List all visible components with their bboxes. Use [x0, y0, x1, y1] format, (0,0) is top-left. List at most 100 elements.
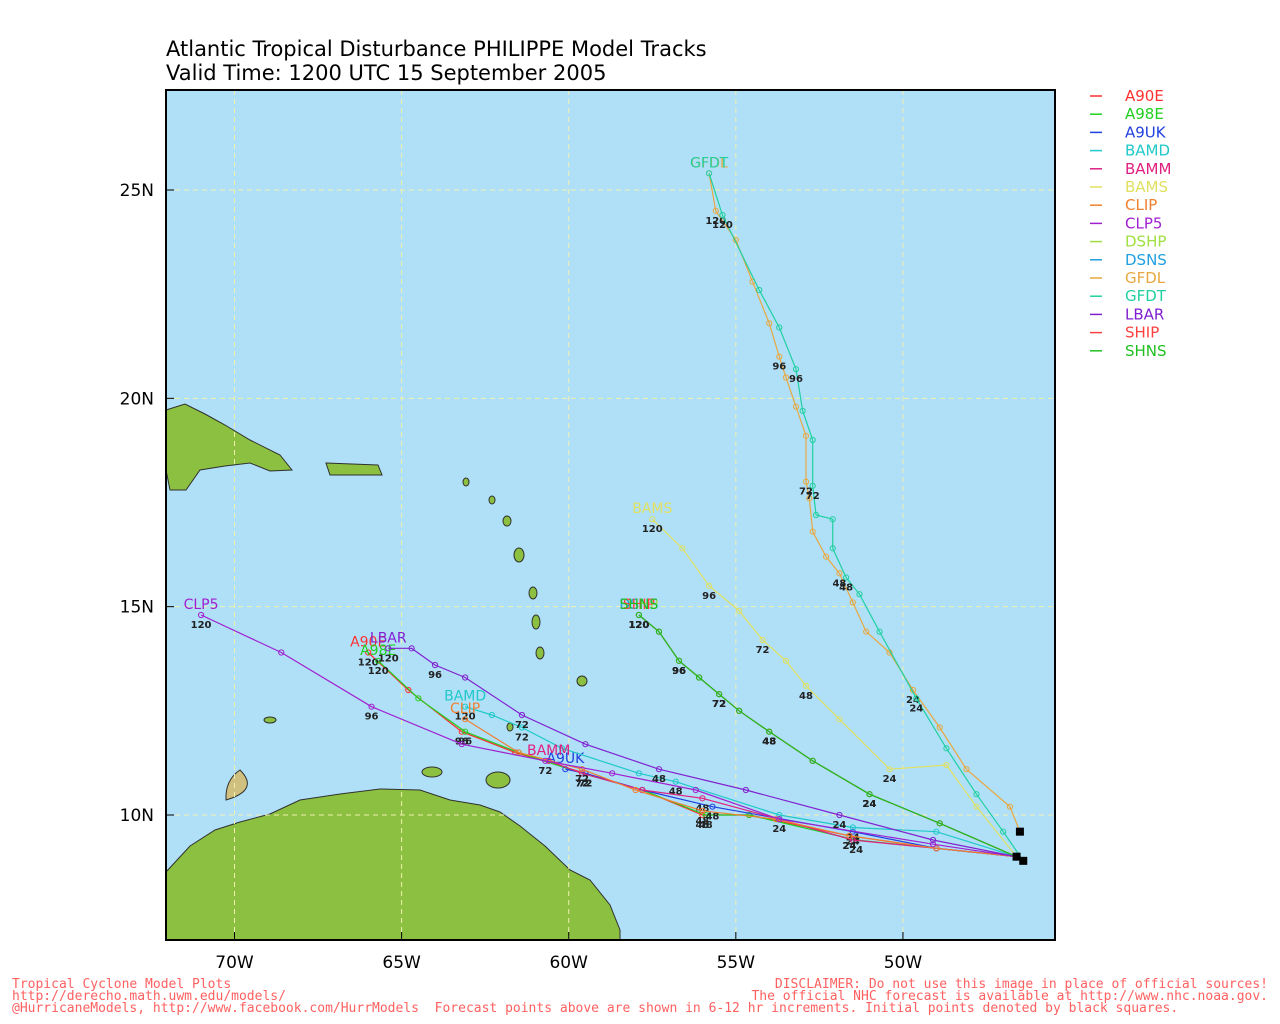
- legend-label: A9UK: [1125, 123, 1167, 141]
- footer-text: DISCLAIMER: Do not use this image in pla…: [775, 977, 1268, 992]
- track-point: [542, 757, 549, 764]
- track-name: DSHP: [620, 597, 659, 613]
- track-point: [368, 703, 375, 710]
- legend-label: SHIP: [1125, 324, 1159, 342]
- y-tick-label: 20N: [120, 389, 154, 409]
- track-name: BAMM: [527, 743, 570, 759]
- track-point: [415, 695, 422, 702]
- hour-label: 96: [789, 374, 803, 385]
- track-point: [809, 528, 816, 535]
- track-point: [876, 628, 883, 635]
- initial-point: [1015, 827, 1024, 836]
- track-line: [651, 518, 1018, 858]
- track-name: CLP5: [184, 597, 219, 613]
- track-point: [462, 674, 469, 681]
- track-line: [708, 173, 1021, 832]
- track-point: [736, 607, 743, 614]
- track-point: [1006, 803, 1013, 810]
- hour-label: 120: [378, 653, 399, 664]
- hour-label: 24: [863, 799, 877, 810]
- track-point: [849, 836, 856, 844]
- hour-label: 72: [578, 778, 592, 789]
- initial-point: [1012, 852, 1021, 861]
- track-point: [829, 545, 836, 552]
- land: [165, 403, 621, 941]
- footer-text: http://derecho.math.uwm.edu/models/: [12, 989, 286, 1004]
- track-name: SHNS: [620, 597, 659, 613]
- hour-label: 24: [909, 703, 923, 714]
- y-tick-label: 10N: [120, 806, 154, 826]
- track-point: [672, 778, 679, 785]
- track-point: [802, 432, 810, 439]
- hour-label: 120: [705, 216, 726, 227]
- hour-label: 72: [712, 699, 726, 710]
- track-point: [385, 645, 392, 652]
- hour-label: 120: [712, 220, 733, 231]
- track-point: [278, 649, 285, 656]
- track-point: [462, 728, 469, 735]
- track-name: SHIP: [623, 597, 655, 613]
- island: [488, 495, 496, 505]
- hour-label: 120: [358, 658, 379, 669]
- hour-label: 96: [672, 666, 686, 677]
- hour-label: 96: [672, 666, 686, 677]
- track-point: [702, 811, 709, 819]
- track-point: [655, 628, 663, 635]
- track-point: [365, 649, 372, 656]
- track-point: [699, 795, 706, 802]
- hour-label: 48: [762, 737, 776, 748]
- hour-label: 24: [832, 820, 846, 831]
- legend-label: SHNS: [1125, 342, 1167, 360]
- hour-label: 72: [806, 491, 820, 502]
- hour-label: 72: [515, 720, 529, 731]
- track-line: [708, 173, 1024, 862]
- track-point: [886, 766, 893, 773]
- track-point: [809, 757, 816, 764]
- track-point: [712, 207, 719, 214]
- legend-label: BAMM: [1125, 160, 1171, 178]
- track-point: [849, 599, 856, 606]
- track-name: LBAR: [370, 630, 407, 646]
- track-point: [1000, 828, 1007, 835]
- trinidad: [485, 771, 511, 789]
- hour-label: 48: [832, 578, 846, 589]
- hour-label: 120: [628, 620, 649, 631]
- hour-label: 48: [762, 737, 776, 748]
- track-point: [578, 766, 586, 773]
- initial-point: [1019, 856, 1028, 865]
- track-point: [649, 516, 656, 523]
- track-name: CLIP: [450, 701, 480, 717]
- track-line: [200, 614, 1017, 858]
- hour-label: 72: [756, 645, 770, 656]
- track-point: [699, 807, 706, 814]
- hour-label: 72: [575, 774, 589, 785]
- legend-label: A90E: [1125, 87, 1164, 105]
- track-line: [464, 718, 1017, 858]
- hour-label: 96: [672, 666, 686, 677]
- track-point: [742, 786, 749, 794]
- south-america: [165, 788, 621, 941]
- track-point: [776, 353, 783, 360]
- hour-label: 96: [458, 737, 472, 748]
- legend-label: BAMS: [1125, 178, 1168, 196]
- track-point: [836, 570, 843, 577]
- track-name: A98E: [360, 643, 396, 659]
- track-point: [829, 516, 836, 523]
- hour-label: 72: [712, 699, 726, 710]
- y-tick-label: 25N: [120, 181, 154, 201]
- map-frame: [165, 89, 1056, 941]
- track-point: [849, 824, 856, 831]
- track-point: [943, 745, 950, 752]
- footer-text: @HurricaneModels, http://www.facebook.co…: [12, 1001, 1178, 1016]
- track-point: [458, 741, 465, 748]
- track-point: [582, 741, 589, 748]
- legend-label: LBAR: [1125, 305, 1164, 323]
- hour-label: 72: [575, 778, 589, 789]
- track-point: [936, 724, 943, 731]
- track-point: [746, 811, 753, 819]
- track-point: [488, 711, 495, 719]
- track-point: [933, 845, 940, 852]
- track-point: [776, 811, 783, 819]
- footer-text: Tropical Cyclone Model Plots: [12, 977, 231, 992]
- track-point: [375, 657, 382, 664]
